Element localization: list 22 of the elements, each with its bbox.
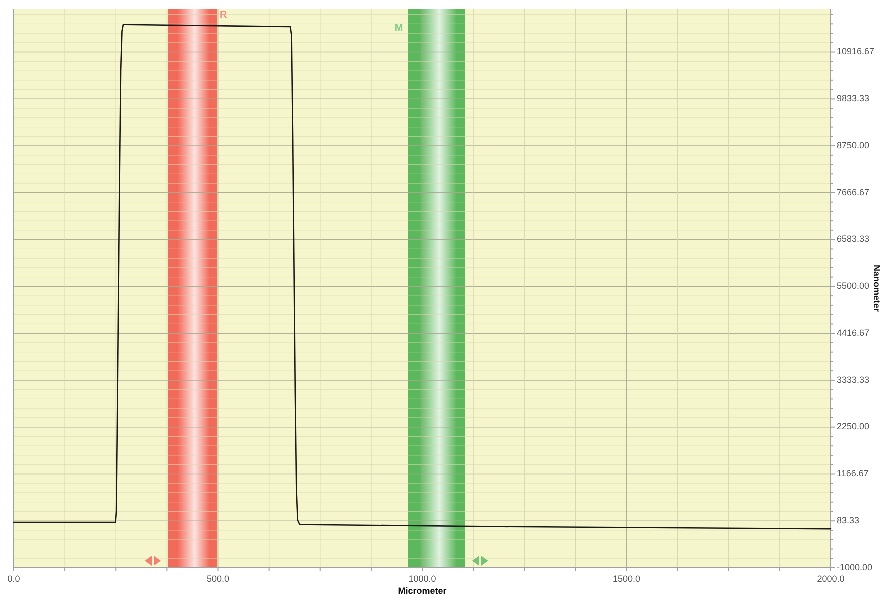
y-tick-label: 83.33 xyxy=(837,515,860,526)
y-axis-title: Nanometer xyxy=(872,264,882,312)
x-axis-title: Micrometer xyxy=(398,586,448,596)
y-tick-label: 9833.33 xyxy=(837,94,870,104)
y-tick-label: -1000.00 xyxy=(837,562,873,572)
x-tick-label: 0.0 xyxy=(8,574,20,584)
x-tick-label: 1500.0 xyxy=(612,574,641,584)
y-tick-label: 8750.00 xyxy=(837,140,870,150)
y-tick-label: 6583.33 xyxy=(837,234,870,244)
x-tick-label: 500.0 xyxy=(206,574,230,584)
line-series xyxy=(13,24,832,530)
y-tick-label: 2250.00 xyxy=(837,422,870,432)
band-label: R xyxy=(220,10,228,21)
y-tick-label: 5500.00 xyxy=(837,281,870,292)
y-tick-label: 4416.67 xyxy=(837,328,870,338)
y-tick-label: 3333.33 xyxy=(837,374,870,385)
y-tick-label: 10916.67 xyxy=(837,46,875,57)
y-tick-label: 1166.67 xyxy=(837,468,869,479)
y-tick-label: 7666.67 xyxy=(837,187,870,198)
band-label: M xyxy=(394,23,404,34)
x-tick-label: 2000.0 xyxy=(817,574,845,584)
x-tick-label: 1000.0 xyxy=(408,574,436,584)
